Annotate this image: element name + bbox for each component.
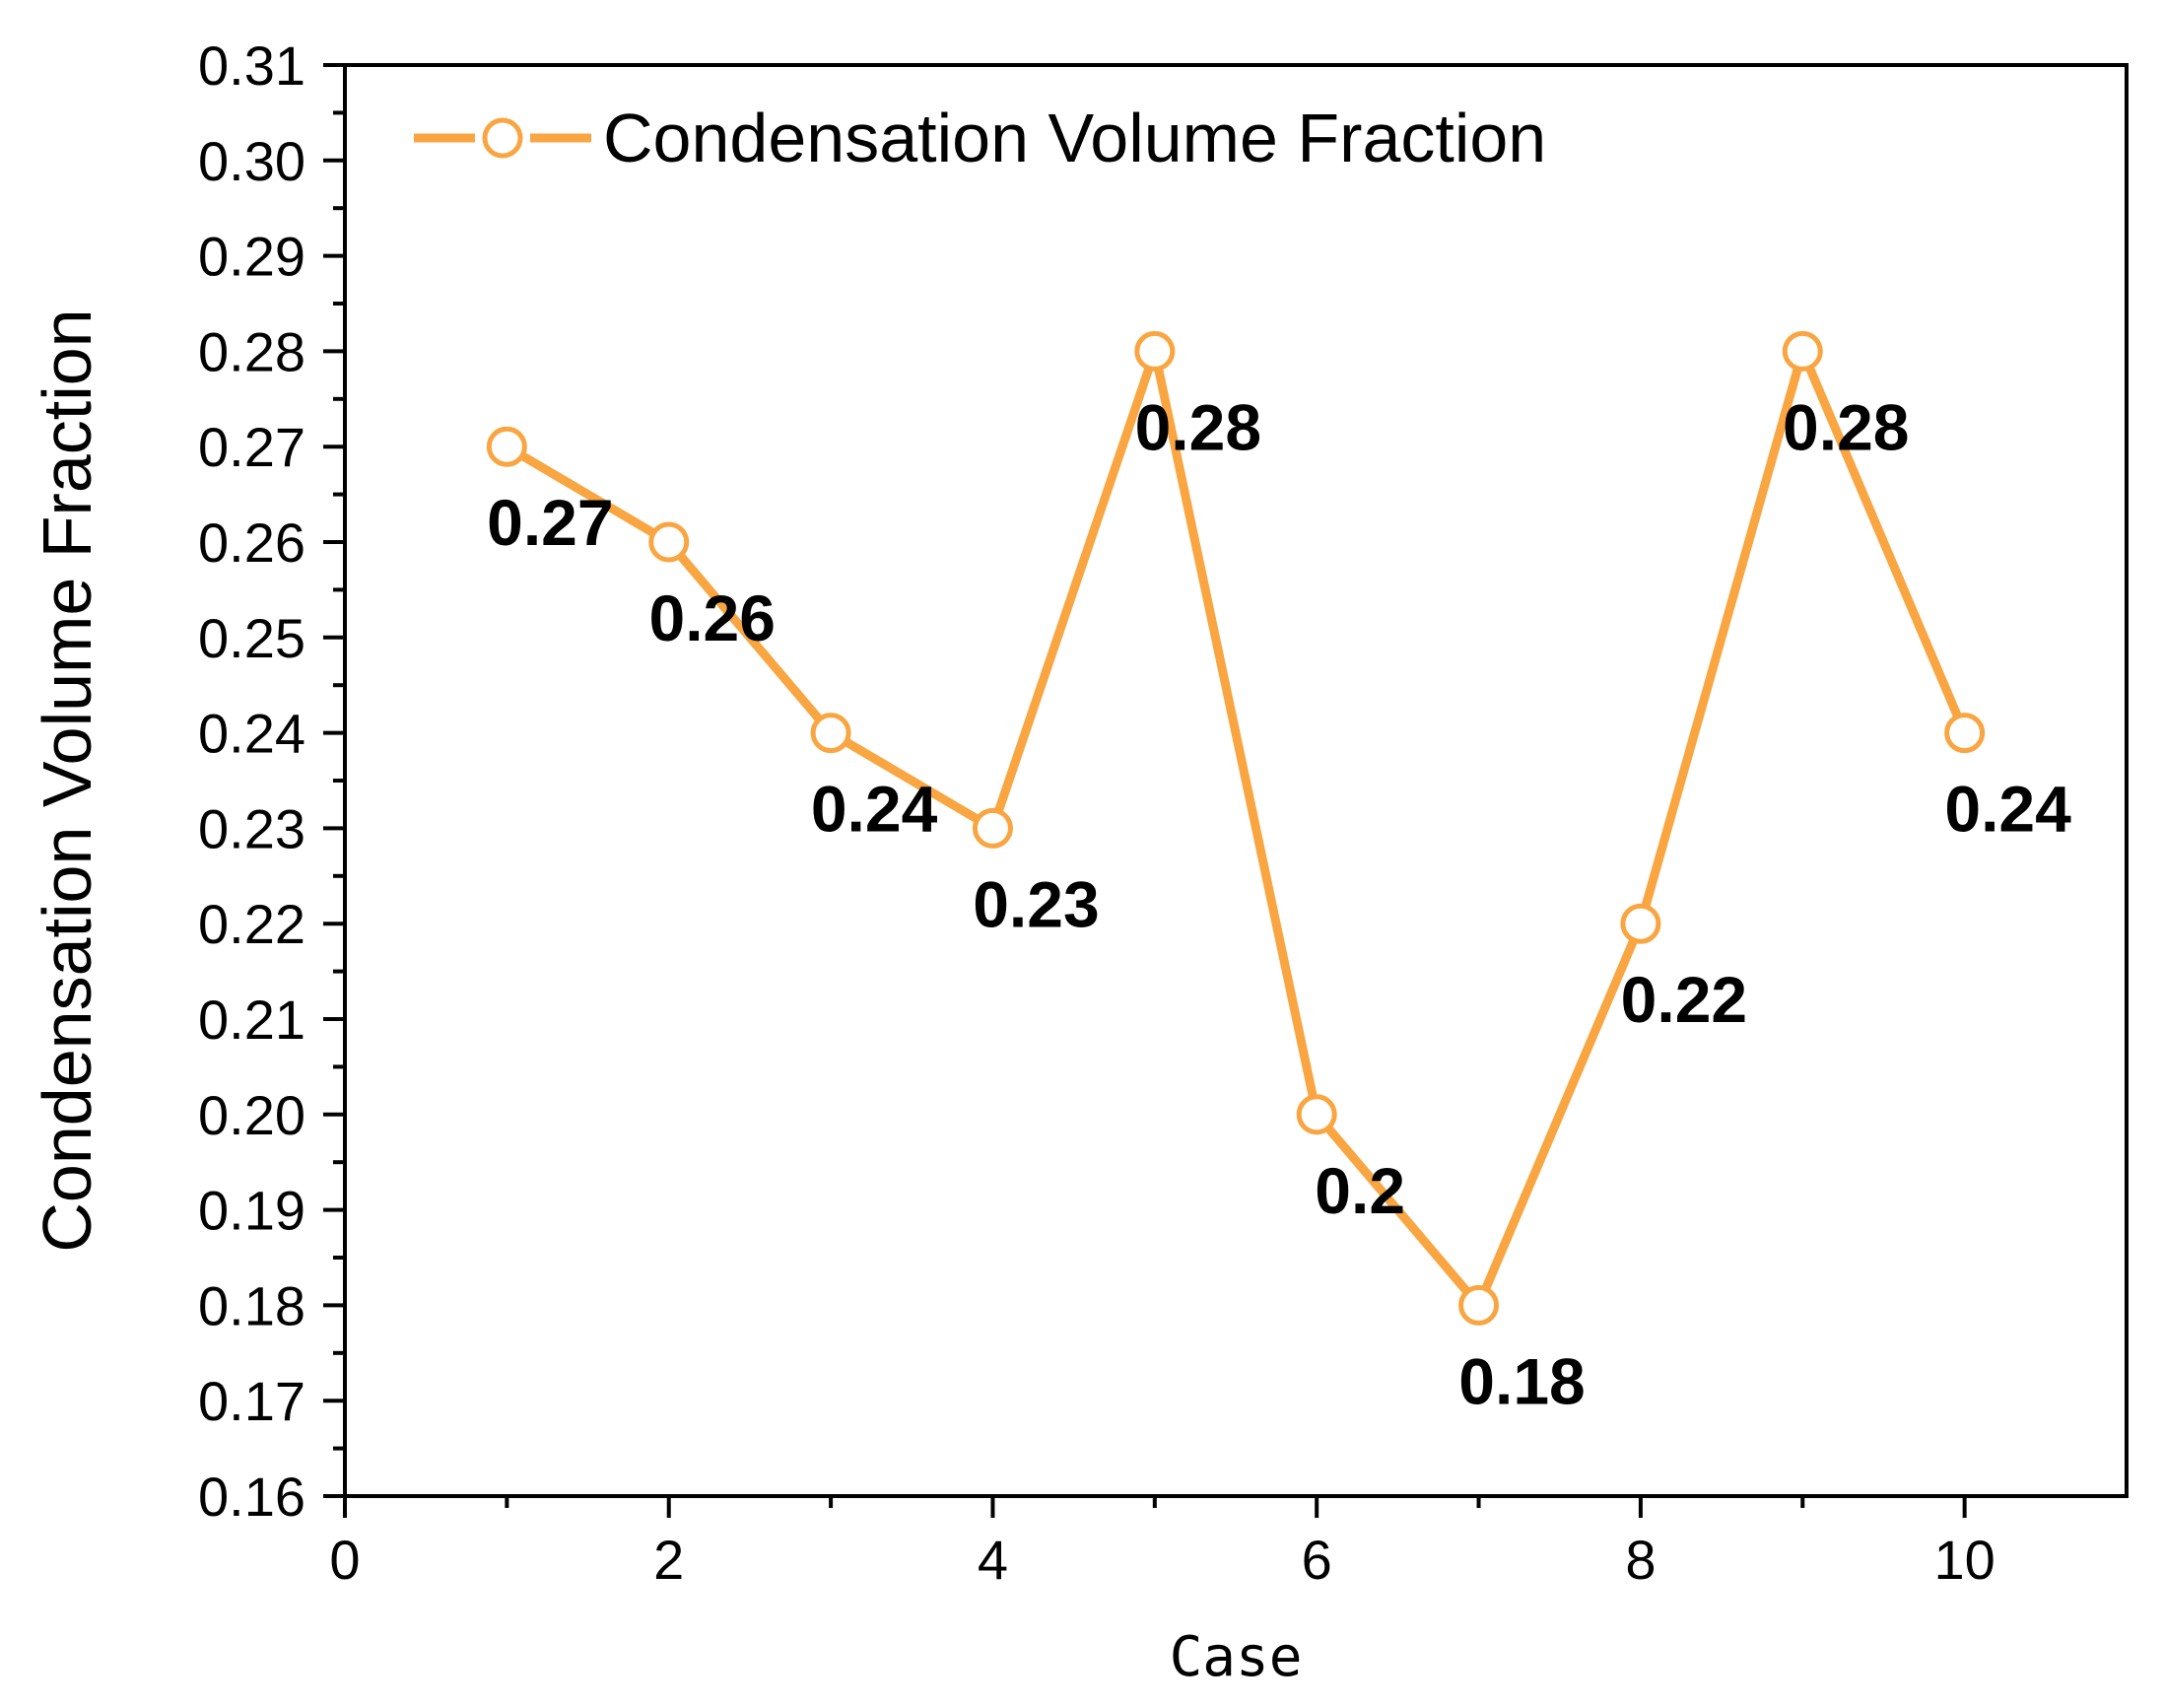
data-labels-layer: 0.27 0.26 0.24 0.23 0.28 0.2 0.18 0.22 0.28 0.24 xyxy=(487,390,2071,1417)
y-tick-label: 0.29 xyxy=(198,226,305,288)
y-tick-label: 0.21 xyxy=(198,989,305,1051)
y-tick-label: 0.26 xyxy=(198,512,305,574)
series-layer xyxy=(486,330,1986,1326)
x-axis-title: Case xyxy=(1170,1625,1303,1689)
data-point xyxy=(648,521,690,563)
plot-frame xyxy=(343,63,2129,1498)
x-tick-label: 4 xyxy=(978,1529,1008,1591)
y-tick-label: 0.31 xyxy=(198,34,305,97)
y-tick-label: 0.23 xyxy=(198,797,305,859)
legend: Condensation Volume Fraction xyxy=(414,100,1546,176)
y-tick-label: 0.30 xyxy=(198,130,305,192)
legend-label: Condensation Volume Fraction xyxy=(603,100,1546,176)
data-label: 0.22 xyxy=(1621,963,1747,1036)
series-segment xyxy=(993,366,1154,813)
y-tick-label: 0.28 xyxy=(198,320,305,382)
data-label: 0.26 xyxy=(648,581,775,654)
x-tick-label: 8 xyxy=(1625,1529,1656,1591)
data-label: 0.27 xyxy=(487,486,613,559)
x-axis: 0 2 4 6 8 10 xyxy=(329,1496,1995,1591)
data-point xyxy=(1458,1284,1500,1326)
y-tick-label: 0.27 xyxy=(198,416,305,478)
data-point xyxy=(972,807,1013,849)
y-axis-title: Condensation Volume Fraction xyxy=(29,308,105,1252)
data-label: 0.23 xyxy=(973,867,1099,940)
data-label: 0.24 xyxy=(1944,773,2071,846)
data-point xyxy=(810,713,851,754)
series-segment xyxy=(1154,368,1318,1099)
data-point xyxy=(1620,903,1661,944)
x-tick-label: 0 xyxy=(329,1529,360,1591)
series-segment xyxy=(1481,938,1639,1291)
series-segment xyxy=(1805,366,1962,718)
series-segment xyxy=(676,552,823,722)
data-label: 0.28 xyxy=(1135,390,1261,463)
y-tick-label: 0.24 xyxy=(198,703,305,765)
data-label: 0.24 xyxy=(811,773,938,846)
data-point xyxy=(1134,330,1176,372)
x-tick-label: 6 xyxy=(1302,1529,1332,1591)
series-segment xyxy=(1324,1125,1471,1295)
y-tick-label: 0.25 xyxy=(198,607,305,669)
data-label: 0.28 xyxy=(1783,390,1909,463)
series-segment xyxy=(1641,367,1802,909)
y-tick-label: 0.17 xyxy=(198,1370,305,1432)
series-segment xyxy=(519,451,656,537)
x-tick-label: 2 xyxy=(653,1529,684,1591)
data-label: 0.18 xyxy=(1458,1344,1585,1417)
data-point xyxy=(486,426,527,467)
plot-frame-border xyxy=(343,63,2129,1498)
y-tick-label: 0.20 xyxy=(198,1084,305,1146)
legend-marker xyxy=(482,117,523,159)
series-segment xyxy=(844,737,981,824)
data-point xyxy=(1782,330,1823,372)
y-axis: 0.16 0.17 0.18 0.19 0.20 0.21 0.22 0.23 0.24 0.25… xyxy=(198,34,345,1528)
x-tick-label: 10 xyxy=(1933,1529,1995,1591)
data-point xyxy=(1944,713,1986,754)
data-label: 0.2 xyxy=(1315,1154,1405,1227)
y-tick-label: 0.18 xyxy=(198,1274,305,1336)
y-tick-label: 0.19 xyxy=(198,1180,305,1242)
y-tick-label: 0.16 xyxy=(198,1466,305,1528)
y-tick-label: 0.22 xyxy=(198,893,305,955)
data-point xyxy=(1296,1094,1337,1135)
